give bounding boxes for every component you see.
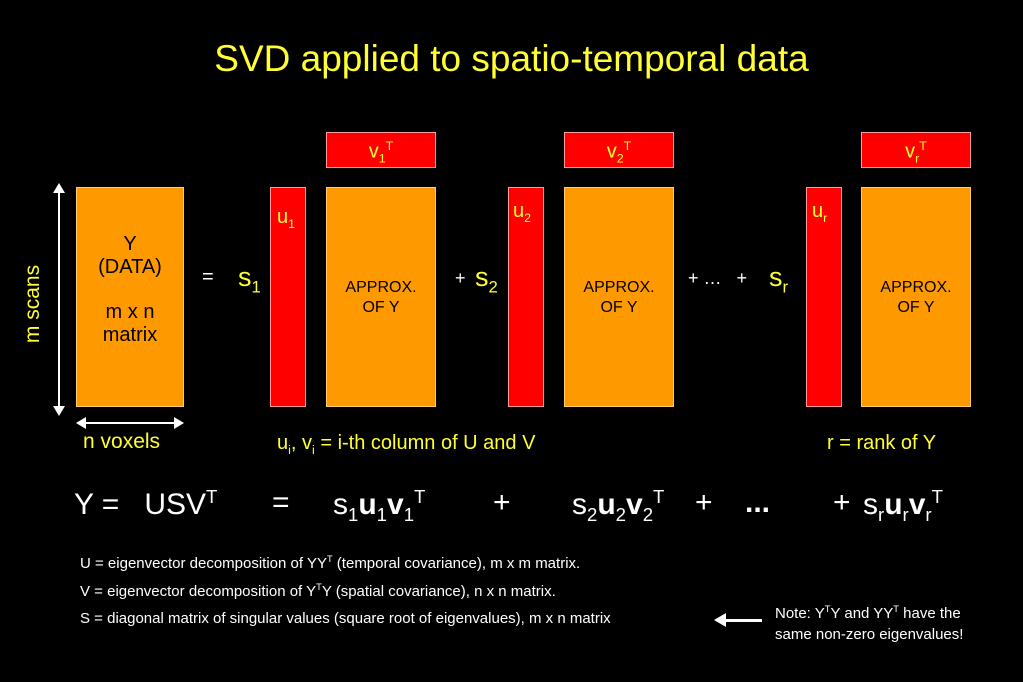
note-arrow-head xyxy=(714,613,726,627)
m-scans-arrow xyxy=(58,190,60,410)
approx-2-line2: OF Y xyxy=(600,299,638,316)
approx-1-line2: OF Y xyxy=(362,299,400,316)
eigenvalue-note: Note: YTY and YYT have the same non-zero… xyxy=(775,604,964,643)
svd-formula: Y = USVT = s1u1v1T + s2u2v2T + ... + sru… xyxy=(0,486,1023,530)
plus-sign-1: + xyxy=(455,268,466,288)
s1-label: s1 xyxy=(238,262,261,297)
data-box-line1: Y xyxy=(123,233,137,255)
s-definition: S = diagonal matrix of singular values (… xyxy=(80,610,611,627)
u2-vector: u2 xyxy=(508,187,544,407)
vrt-vector: vrT xyxy=(861,132,971,168)
s2-label: s2 xyxy=(475,262,498,297)
data-box-line4: matrix xyxy=(102,324,158,346)
n-voxels-arrow-left xyxy=(76,417,86,429)
data-box-line2: (DATA) xyxy=(98,256,162,278)
formula-term-r: srurvrT xyxy=(863,486,943,525)
n-voxels-arrow xyxy=(82,422,178,424)
u1-vector: u1 xyxy=(270,187,306,407)
formula-plus-1: + xyxy=(493,486,511,519)
eigenvalue-note-line2: same non-zero eigenvalues! xyxy=(775,626,964,643)
m-scans-label: m scans xyxy=(21,264,44,344)
uv-column-note: ui, vi = i-th column of U and V xyxy=(277,432,536,457)
formula-term-1: s1u1v1T xyxy=(333,486,426,525)
approx-r-line2: OF Y xyxy=(897,299,935,316)
approx-box-1: APPROX. OF Y xyxy=(326,187,436,407)
ur-vector: ur xyxy=(806,187,842,407)
equals-sign: = xyxy=(202,266,214,288)
data-box-line3: m x n xyxy=(105,301,155,323)
approx-1-line1: APPROX. xyxy=(345,279,417,296)
v2t-vector: v2T xyxy=(564,132,674,168)
formula-term-2: s2u2v2T xyxy=(572,486,665,525)
formula-plus-2: + xyxy=(695,486,713,519)
data-matrix-box: Y (DATA) m x n matrix xyxy=(76,187,184,407)
v-definition: V = eigenvector decomposition of YTY (sp… xyxy=(80,582,556,600)
n-voxels-arrow-right xyxy=(174,417,184,429)
note-arrow xyxy=(724,619,762,622)
approx-box-2: APPROX. OF Y xyxy=(564,187,674,407)
m-scans-arrow-bottom xyxy=(53,406,65,416)
approx-r-line1: APPROX. xyxy=(880,279,952,296)
formula-equals: = xyxy=(272,486,290,519)
approx-box-r: APPROX. OF Y xyxy=(861,187,971,407)
sr-label: sr xyxy=(769,262,789,297)
approx-2-line1: APPROX. xyxy=(583,279,655,296)
u-definition: U = eigenvector decomposition of YYT (te… xyxy=(80,554,581,572)
formula-dots: ... xyxy=(745,486,771,519)
rank-note: r = rank of Y xyxy=(827,432,937,454)
v1t-vector: v1T xyxy=(326,132,436,168)
n-voxels-label: n voxels xyxy=(83,430,161,453)
formula-plus-3: + xyxy=(833,486,851,519)
formula-lhs: Y = USVT xyxy=(74,486,218,521)
ellipsis-plus: + … + xyxy=(688,268,748,288)
m-scans-arrow-top xyxy=(53,183,65,193)
page-title: SVD applied to spatio-temporal data xyxy=(214,38,809,79)
